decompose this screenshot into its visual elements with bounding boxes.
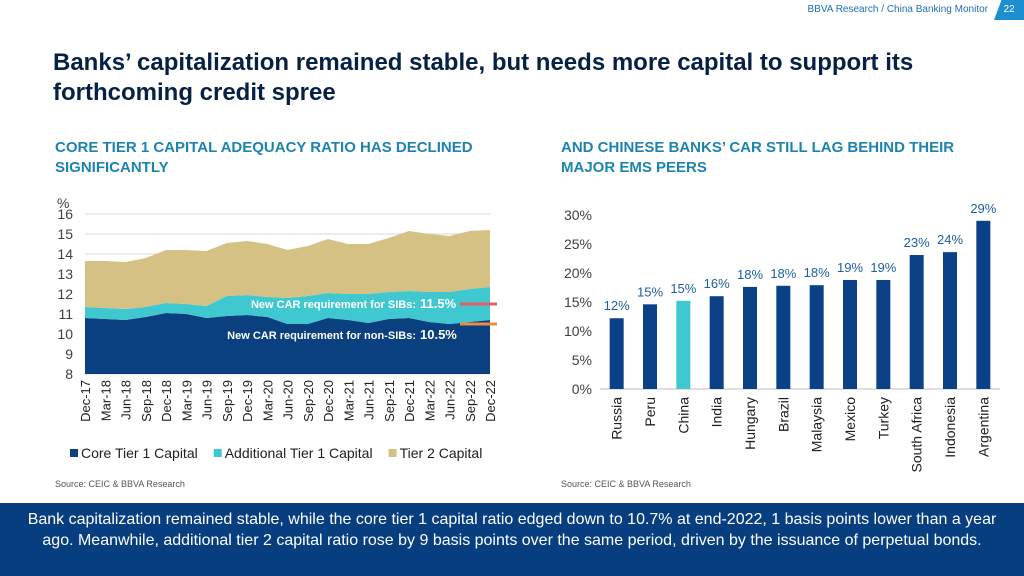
bar [776,285,791,389]
x-tick-label: Indonesia [942,397,958,458]
x-tick-label: Jun-20 [281,380,296,420]
value-label: 18% [770,266,796,281]
x-tick-label: Dec-22 [483,380,498,422]
x-tick-label: Dec-21 [402,380,417,422]
x-tick-label: Mexico [842,397,858,442]
x-tick-label: Jun-19 [200,380,215,420]
annotation-text: New CAR requirement for SIBs: [251,299,416,311]
legend-swatch [388,449,397,457]
x-tick-label: Russia [609,397,625,440]
x-tick-label: Sep-20 [301,380,316,422]
y-tick-label: 16 [57,206,73,222]
value-label: 18% [737,267,763,282]
value-label: 15% [670,281,696,296]
y-tick-label: 20% [564,265,592,281]
bar [676,300,691,389]
y-tick-label: 11 [58,306,73,322]
area-chart: 8 9 10 11 12 13 14 15 16% Dec-17 Mar-18 Jun-18 Sep-1… [57,195,498,461]
x-tick-label: Malaysia [809,397,825,452]
x-tick-label: India [709,397,725,428]
areas [85,230,490,374]
annotation-text: New CAR requirement for non-SIBs: [227,330,416,342]
value-label: 16% [704,276,730,291]
y-tick-label: 25% [564,236,592,252]
x-tick-label: Dec-20 [321,380,336,422]
legend-label: Core Tier 1 Capital [81,445,198,461]
y-tick-label: 5% [572,352,592,368]
value-label: 19% [837,260,863,275]
x-tick-label: Mar-22 [422,380,437,421]
annotation-label: 10.5% [420,327,457,342]
y-tick-label: 10 [57,326,73,342]
bar [876,279,891,389]
bar [609,318,624,389]
bar [843,279,857,389]
bar [909,255,924,389]
x-tick-label: Sep-22 [463,380,478,422]
bar-chart: 0% 5% 10% 15% 20% 25% 30% 12% Russia 15% Peru 15% Ch… [564,201,1000,473]
y-tick-label: 0% [572,381,592,397]
legend-swatch [70,449,78,457]
y-tick-label: 13 [57,266,73,282]
bar [743,286,757,389]
y-tick-label: 15 [57,226,73,242]
y-tick-label: 12 [57,286,73,302]
x-tick-label: Jun-22 [443,380,458,420]
value-label: 15% [637,284,663,299]
annotation-label: 11.5% [420,296,457,311]
y-tick-label: 9 [65,346,73,362]
x-tick-label: Hungary [742,397,758,450]
value-label: 18% [804,265,830,280]
y-tick-label: 15% [564,294,592,310]
x-tick-label: Dec-17 [78,380,93,422]
value-label: 12% [604,298,630,313]
x-tick-label: Turkey [875,397,891,439]
y-tick-label: 14 [57,246,73,262]
x-tick-label: Sep-19 [220,380,235,422]
y-tick-label: 10% [564,323,592,339]
value-label: 24% [937,232,963,247]
bar [643,304,657,389]
y-tick-label: 30% [564,207,592,223]
bar [809,285,824,389]
slide-title: Banks’ capitalization remained stable, b… [53,49,914,106]
y-tick-label: 8 [65,366,73,382]
x-tick-label: Mar-19 [179,380,194,421]
x-tick-label: Argentina [975,397,991,457]
x-tick-label: Brazil [775,397,791,432]
legend-label: Additional Tier 1 Capital [225,445,373,461]
page-number: 22 [994,0,1024,20]
x-tick-label: Jun-18 [119,380,134,420]
x-tick-label: Mar-21 [341,380,356,421]
chart-title: CORE TIER 1 CAPITAL ADEQUACY RATIO HAS D… [55,139,473,176]
source-note: Source: CEIC & BBVA Research [561,479,691,489]
bar [976,220,991,389]
area-series [85,287,490,324]
x-tick-label: Dec-18 [159,380,174,422]
x-tick-label: Sep-18 [139,380,154,422]
y-axis-label: % [57,195,69,211]
value-label: 29% [970,201,996,216]
header-source: BBVA Research / China Banking Monitor [807,4,988,15]
bar [709,296,724,389]
x-tick-label: Mar-20 [260,380,275,421]
bar [943,252,957,389]
chart-title: AND CHINESE BANKS’ CAR STILL LAG BEHIND … [561,139,955,176]
x-tick-label: Peru [642,397,658,427]
x-tick-label: China [675,397,691,434]
value-label: 19% [870,260,896,275]
legend-swatch [213,449,222,457]
area-series [85,230,490,309]
x-tick-label: Mar-18 [98,380,113,421]
x-tick-label: Dec-19 [240,380,255,422]
x-tick-label: South Africa [909,397,925,473]
footer-text: Bank capitalization remained stable, whi… [0,503,1024,576]
x-tick-label: Sep-21 [382,380,397,422]
source-note: Source: CEIC & BBVA Research [55,479,185,489]
value-label: 23% [904,235,930,250]
x-tick-label: Jun-21 [362,380,377,420]
legend-label: Tier 2 Capital [400,445,483,461]
area-series [85,313,490,374]
